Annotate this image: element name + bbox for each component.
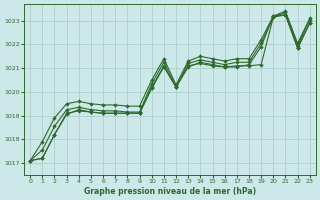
X-axis label: Graphe pression niveau de la mer (hPa): Graphe pression niveau de la mer (hPa) [84,187,256,196]
